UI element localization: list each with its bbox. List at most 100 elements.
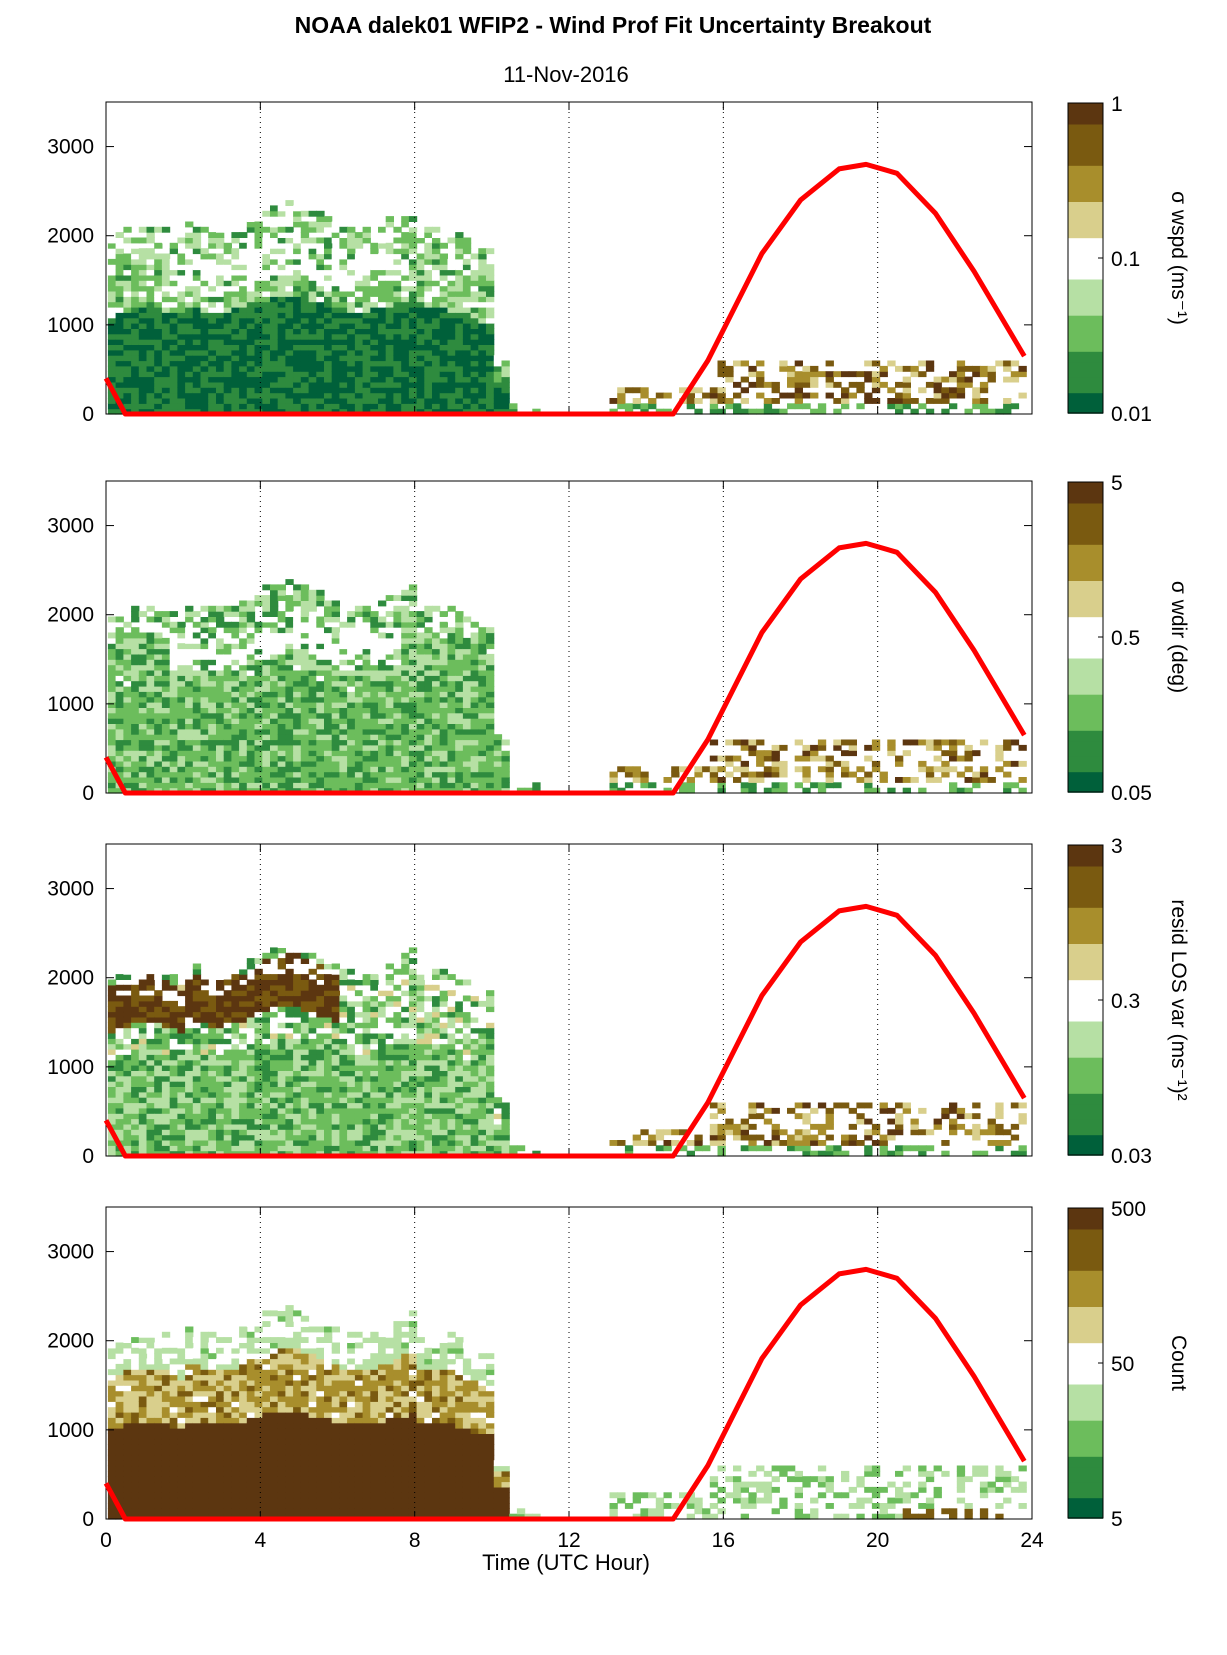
heatmap-cell	[200, 1016, 209, 1023]
heatmap-cell	[401, 323, 410, 329]
heatmap-cell	[339, 766, 348, 773]
heatmap-cell	[393, 723, 402, 730]
heatmap-cell	[416, 398, 425, 404]
heatmap-cell	[262, 274, 271, 281]
heatmap-cell	[609, 398, 618, 404]
heatmap-cell	[277, 942, 286, 948]
heatmap-cell	[370, 269, 379, 276]
heatmap-cell	[308, 696, 317, 703]
heatmap-cell	[185, 269, 194, 276]
heatmap-cell	[231, 392, 240, 399]
heatmap-cell	[146, 659, 155, 666]
heatmap-cell	[239, 339, 248, 345]
heatmap-cell	[331, 627, 340, 634]
heatmap-cell	[424, 728, 433, 735]
heatmap-cell	[192, 1075, 202, 1082]
heatmap-cell	[138, 248, 148, 255]
heatmap-cell	[300, 232, 310, 238]
heatmap-cell	[169, 771, 178, 778]
heatmap-cell	[123, 360, 132, 367]
heatmap-cell	[262, 312, 271, 319]
heatmap-cell	[702, 392, 711, 399]
heatmap-cell	[439, 307, 448, 313]
heatmap-cell	[246, 1049, 256, 1055]
heatmap-cell	[979, 403, 989, 410]
heatmap-cell	[972, 398, 981, 404]
heatmap-cell	[200, 670, 209, 676]
heatmap-cell	[300, 974, 310, 980]
heatmap-cell	[270, 1033, 279, 1039]
heatmap-cell	[300, 1129, 310, 1136]
heatmap-cell	[161, 349, 171, 356]
heatmap-cell	[316, 355, 325, 362]
heatmap-cell	[918, 360, 927, 367]
heatmap-cell	[277, 1027, 286, 1034]
heatmap-cell	[439, 675, 448, 682]
heatmap-cell	[902, 365, 911, 372]
heatmap-cell	[246, 226, 256, 233]
heatmap-cell	[339, 777, 348, 783]
heatmap-cell	[146, 248, 155, 255]
heatmap-cell	[131, 670, 140, 676]
heatmap-cell	[354, 339, 364, 345]
heatmap-cell	[416, 317, 425, 324]
heatmap-cell	[408, 766, 418, 773]
heatmap-cell	[223, 398, 232, 404]
heatmap-cell	[324, 291, 333, 297]
heatmap-cell	[393, 782, 402, 789]
heatmap-cell	[416, 777, 425, 783]
heatmap-cell	[347, 744, 356, 751]
heatmap-cell	[285, 648, 294, 655]
heatmap-cell	[246, 1043, 256, 1050]
heatmap-cell	[802, 365, 811, 372]
heatmap-cell	[239, 702, 248, 708]
heatmap-cell	[239, 1081, 248, 1087]
heatmap-cell	[378, 653, 387, 660]
heatmap-cell	[246, 1033, 256, 1039]
heatmap-cell	[331, 600, 340, 607]
heatmap-cell	[486, 301, 495, 308]
heatmap-cell	[308, 664, 317, 671]
heatmap-cell	[316, 328, 325, 335]
heatmap-cell	[447, 333, 456, 340]
heatmap-cell	[393, 680, 402, 687]
heatmap-cell	[887, 360, 896, 367]
heatmap-cell	[478, 339, 487, 345]
heatmap-cell	[918, 371, 927, 378]
colorbar-segment	[1068, 714, 1103, 721]
heatmap-cell	[455, 344, 464, 351]
heatmap-cell	[192, 1049, 202, 1055]
heatmap-cell	[648, 782, 657, 789]
heatmap-cell	[501, 365, 510, 372]
heatmap-cell	[324, 285, 333, 292]
heatmap-cell	[401, 339, 410, 345]
heatmap-cell	[949, 750, 958, 757]
heatmap-cell	[138, 1027, 148, 1034]
heatmap-cell	[416, 766, 425, 773]
heatmap-cell	[432, 248, 441, 255]
heatmap-cell	[478, 403, 487, 410]
heatmap-cell	[285, 1086, 294, 1093]
heatmap-cell	[424, 696, 433, 703]
heatmap-cell	[223, 611, 232, 617]
heatmap-cell	[277, 702, 286, 708]
heatmap-cell	[393, 360, 402, 367]
heatmap-cell	[223, 627, 232, 634]
heatmap-cell	[470, 782, 479, 789]
heatmap-cell	[316, 696, 325, 703]
heatmap-cell	[285, 296, 294, 303]
heatmap-cell	[478, 691, 487, 698]
heatmap-cell	[262, 611, 271, 617]
heatmap-cell	[192, 712, 202, 719]
heatmap-cell	[177, 1006, 186, 1013]
heatmap-cell	[285, 291, 294, 297]
heatmap-cell	[223, 739, 232, 746]
heatmap-cell	[354, 307, 364, 313]
heatmap-cell	[107, 744, 117, 751]
heatmap-cell	[679, 387, 688, 394]
heatmap-cell	[262, 637, 271, 644]
heatmap-cell	[324, 371, 333, 378]
heatmap-cell	[385, 659, 394, 666]
heatmap-cell	[223, 637, 232, 644]
heatmap-cell	[354, 274, 364, 281]
